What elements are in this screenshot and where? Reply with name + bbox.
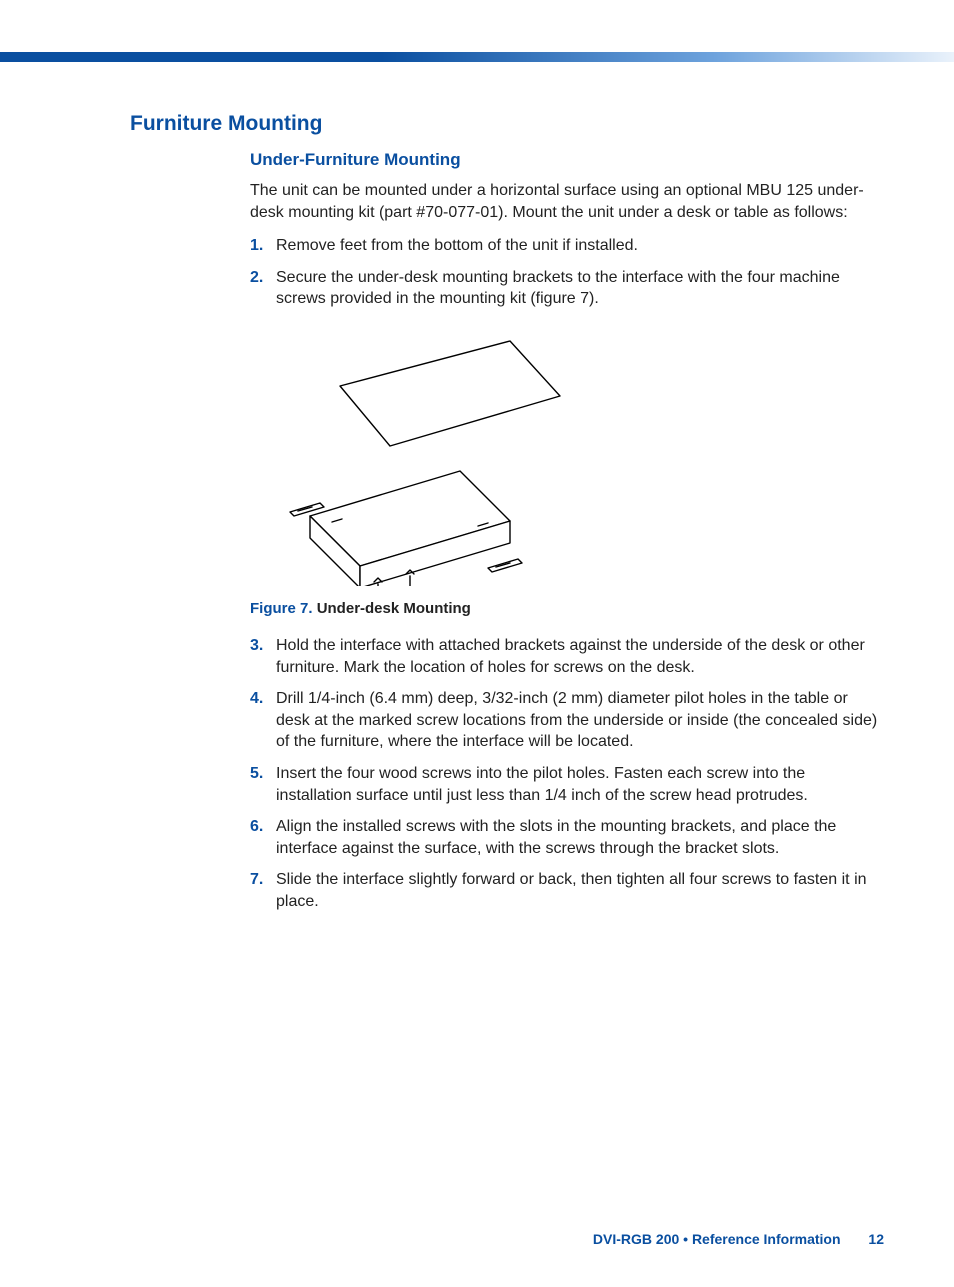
step-text: Slide the interface slightly forward or … [276,869,884,912]
step-number: 4. [250,688,276,710]
section-body: Under-Furniture Mounting The unit can be… [250,150,884,913]
figure-caption: Figure 7. Under-desk Mounting [250,600,884,617]
step-number: 7. [250,869,276,891]
step-number: 1. [250,235,276,257]
step-text: Hold the interface with attached bracket… [276,635,884,678]
step-number: 6. [250,816,276,838]
step-item: 6. Align the installed screws with the s… [250,816,884,859]
subsection-title: Under-Furniture Mounting [250,150,884,170]
step-text: Insert the four wood screws into the pil… [276,763,884,806]
step-text: Align the installed screws with the slot… [276,816,884,859]
figure-block: Figure 7. Under-desk Mounting [250,326,884,617]
step-number: 2. [250,267,276,289]
step-item: 1. Remove feet from the bottom of the un… [250,235,884,257]
step-item: 3. Hold the interface with attached brac… [250,635,884,678]
step-item: 2. Secure the under-desk mounting bracke… [250,267,884,310]
steps-list-bottom: 3. Hold the interface with attached brac… [250,635,884,913]
step-number: 5. [250,763,276,785]
header-accent-bar [0,52,954,62]
page: Furniture Mounting Under-Furniture Mount… [0,52,954,1287]
step-text: Remove feet from the bottom of the unit … [276,235,884,257]
intro-paragraph: The unit can be mounted under a horizont… [250,180,884,223]
page-footer: DVI-RGB 200 • Reference Information 12 [593,1231,884,1247]
footer-text: DVI-RGB 200 • Reference Information [593,1231,841,1247]
step-text: Secure the under-desk mounting brackets … [276,267,884,310]
step-text: Drill 1/4-inch (6.4 mm) deep, 3/32-inch … [276,688,884,753]
figure-text: Under-desk Mounting [317,600,471,617]
step-item: 7. Slide the interface slightly forward … [250,869,884,912]
figure-label: Figure 7. [250,600,317,617]
step-number: 3. [250,635,276,657]
steps-list-top: 1. Remove feet from the bottom of the un… [250,235,884,310]
step-item: 4. Drill 1/4-inch (6.4 mm) deep, 3/32-in… [250,688,884,753]
content-area: Furniture Mounting Under-Furniture Mount… [0,62,954,913]
under-desk-mounting-diagram [250,326,570,586]
section-title: Furniture Mounting [130,112,884,136]
page-number: 12 [868,1231,884,1247]
step-item: 5. Insert the four wood screws into the … [250,763,884,806]
